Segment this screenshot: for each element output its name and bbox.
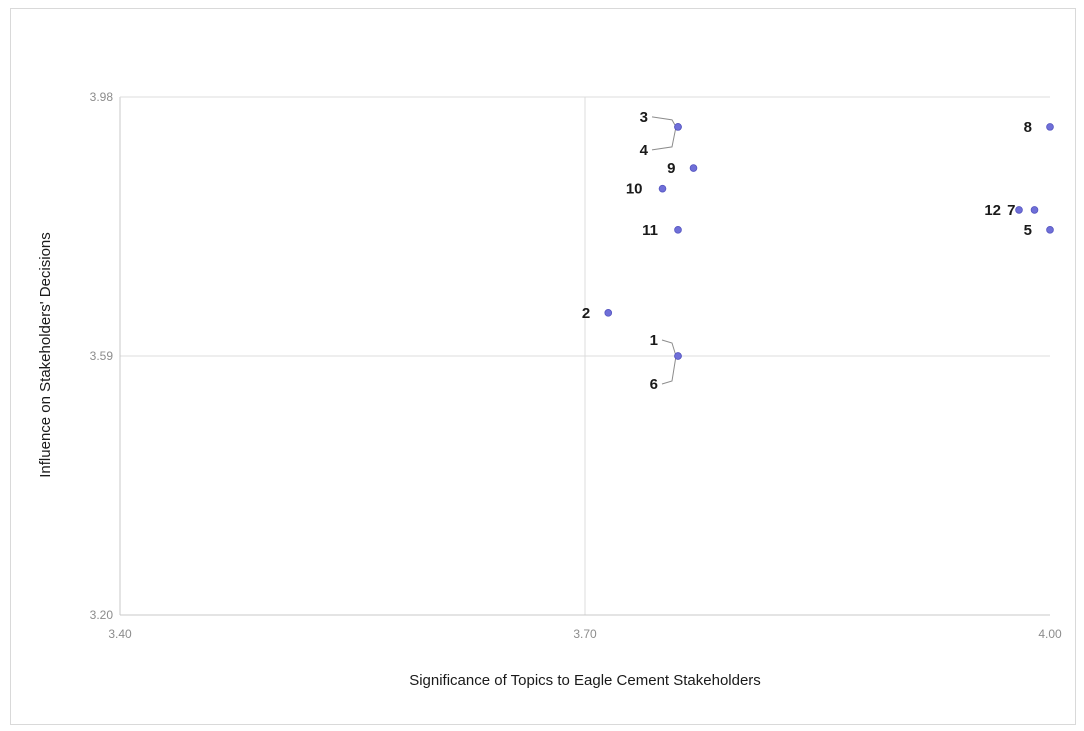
data-point-8 bbox=[1046, 123, 1054, 131]
point-label-2: 2 bbox=[582, 305, 590, 322]
point-label-1: 1 bbox=[650, 332, 658, 349]
x-tick-label: 4.00 bbox=[1038, 627, 1062, 641]
point-label-8: 8 bbox=[1024, 119, 1032, 136]
data-point-2 bbox=[604, 309, 613, 317]
leader-line-6 bbox=[661, 355, 677, 385]
leader-lines bbox=[651, 116, 677, 385]
leader-line-3 bbox=[651, 116, 677, 128]
axes bbox=[119, 96, 1050, 616]
point-label-7: 7 bbox=[1007, 202, 1015, 219]
y-tick-label: 3.59 bbox=[90, 349, 114, 363]
tick-labels: 3.40 3.70 4.00 3.20 3.59 3.98 bbox=[90, 90, 1062, 641]
data-points bbox=[604, 123, 1054, 360]
data-point-6 bbox=[674, 352, 682, 360]
point-label-6: 6 bbox=[650, 376, 658, 393]
data-point-5 bbox=[1046, 226, 1054, 234]
point-label-3: 3 bbox=[640, 109, 648, 126]
data-point-10 bbox=[658, 184, 667, 193]
y-tick-label: 3.20 bbox=[90, 608, 114, 622]
chart-frame bbox=[10, 8, 1076, 725]
data-point-4 bbox=[674, 123, 682, 131]
y-axis-title: Influence on Stakeholders' Decisions bbox=[37, 232, 54, 478]
leader-line-4 bbox=[651, 126, 677, 151]
data-point-7 bbox=[1030, 206, 1039, 214]
x-axis-title: Significance of Topics to Eagle Cement S… bbox=[409, 672, 761, 689]
point-label-12: 12 bbox=[984, 202, 1001, 219]
point-label-9: 9 bbox=[667, 160, 675, 177]
data-point-11 bbox=[674, 226, 682, 234]
y-tick-label: 3.98 bbox=[90, 90, 114, 104]
x-tick-label: 3.40 bbox=[108, 627, 132, 641]
leader-line-1 bbox=[661, 339, 677, 357]
point-label-11: 11 bbox=[642, 222, 658, 239]
data-point-12 bbox=[1015, 206, 1023, 214]
data-point-9 bbox=[689, 164, 698, 172]
point-label-5: 5 bbox=[1024, 222, 1032, 239]
quadrant-lines bbox=[120, 97, 1050, 615]
point-label-4: 4 bbox=[640, 142, 649, 159]
point-label-10: 10 bbox=[626, 181, 643, 198]
x-tick-label: 3.70 bbox=[573, 627, 597, 641]
